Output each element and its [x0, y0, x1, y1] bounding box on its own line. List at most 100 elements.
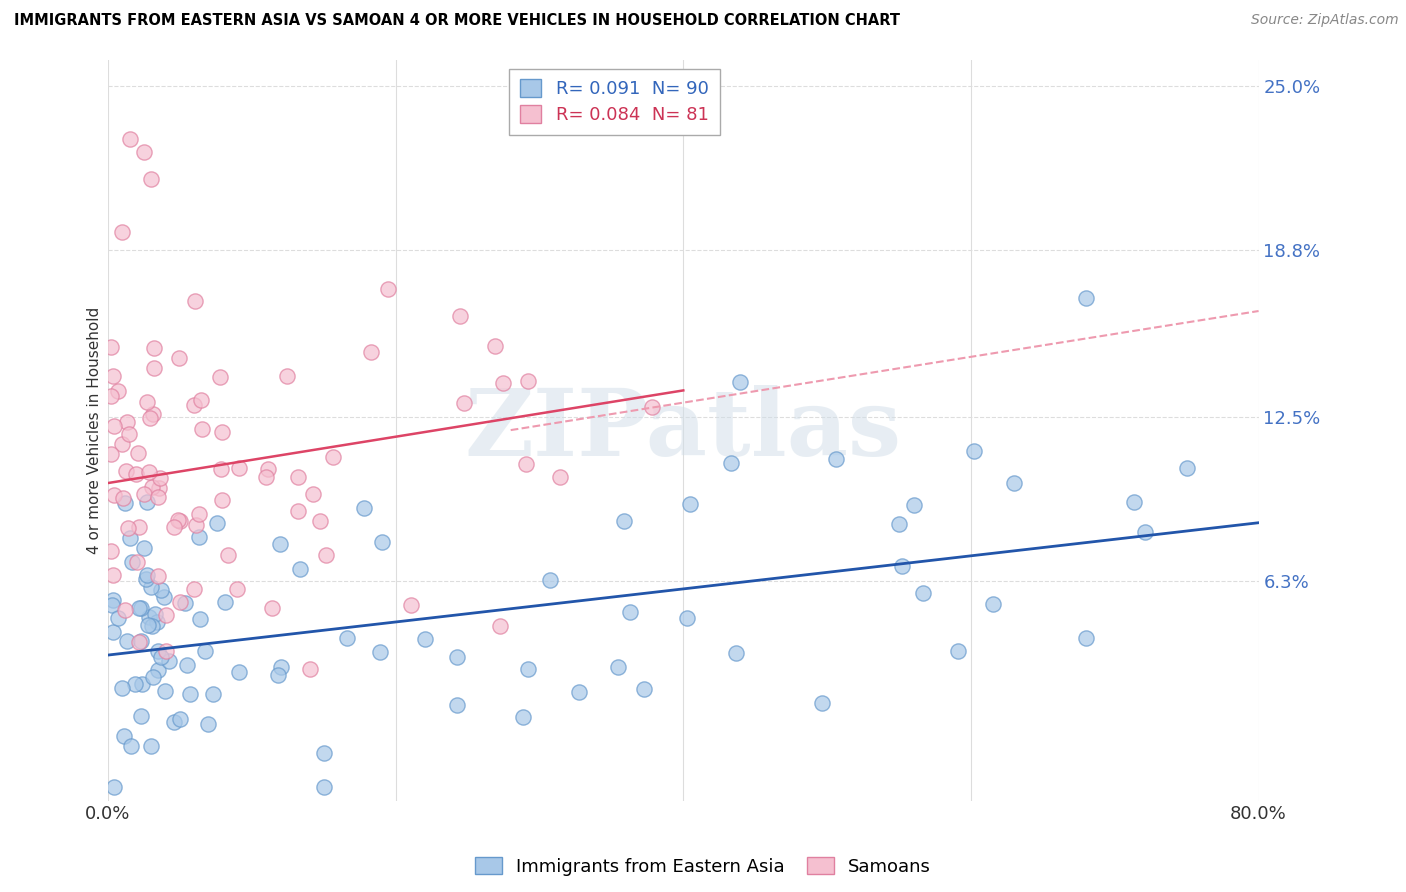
Point [981, 598, 1004, 612]
Point [377, 282, 399, 296]
Point [228, 665, 250, 680]
Point [190, 612, 212, 626]
Point [492, 376, 515, 390]
Point [100, 389, 122, 403]
Point [120, 739, 142, 753]
Point [187, 507, 209, 521]
Point [131, 677, 153, 691]
Point [825, 451, 848, 466]
Y-axis label: 4 or more Vehicles in Household: 4 or more Vehicles in Household [87, 307, 103, 554]
Point [139, 171, 162, 186]
Point [728, 375, 751, 389]
Point [111, 437, 134, 451]
Point [315, 548, 337, 562]
Point [132, 541, 155, 555]
Point [155, 644, 177, 658]
Point [127, 445, 149, 459]
Point [633, 681, 655, 696]
Point [100, 340, 122, 354]
Point [138, 609, 160, 624]
Point [515, 458, 537, 472]
Point [142, 361, 165, 376]
Point [188, 530, 211, 544]
Point [946, 644, 969, 658]
Point [312, 780, 335, 795]
Point [190, 392, 212, 407]
Point [226, 582, 249, 597]
Point [179, 687, 201, 701]
Point [191, 422, 214, 436]
Point [446, 698, 468, 713]
Point [619, 605, 641, 619]
Point [131, 601, 153, 615]
Point [449, 309, 471, 323]
Point [260, 600, 283, 615]
Point [640, 401, 662, 415]
Point [176, 657, 198, 672]
Point [103, 487, 125, 501]
Legend: Immigrants from Eastern Asia, Samoans: Immigrants from Eastern Asia, Samoans [468, 850, 938, 883]
Point [963, 443, 986, 458]
Point [679, 497, 702, 511]
Point [146, 663, 169, 677]
Point [115, 633, 138, 648]
Point [103, 419, 125, 434]
Point [101, 598, 124, 612]
Point [446, 650, 468, 665]
Point [155, 608, 177, 623]
Point [314, 746, 336, 760]
Point [128, 635, 150, 649]
Point [135, 572, 157, 586]
Point [309, 514, 332, 528]
Point [132, 145, 155, 160]
Point [118, 426, 141, 441]
Point [512, 710, 534, 724]
Point [484, 339, 506, 353]
Point [141, 480, 163, 494]
Point [1074, 291, 1097, 305]
Point [120, 532, 142, 546]
Point [360, 344, 382, 359]
Point [163, 519, 186, 533]
Point [724, 646, 747, 660]
Point [101, 624, 124, 639]
Point [112, 491, 135, 505]
Point [100, 544, 122, 558]
Point [138, 411, 160, 425]
Point [115, 415, 138, 429]
Point [720, 456, 742, 470]
Point [115, 465, 138, 479]
Point [121, 555, 143, 569]
Point [568, 685, 591, 699]
Point [114, 603, 136, 617]
Point [1123, 495, 1146, 509]
Point [228, 460, 250, 475]
Point [217, 548, 239, 562]
Point [371, 535, 394, 549]
Point [368, 645, 391, 659]
Point [167, 351, 190, 365]
Point [118, 132, 141, 146]
Point [141, 739, 163, 753]
Point [148, 568, 170, 582]
Point [298, 662, 321, 676]
Point [136, 494, 159, 508]
Point [197, 717, 219, 731]
Point [157, 653, 180, 667]
Point [150, 650, 173, 665]
Point [124, 467, 146, 481]
Point [138, 465, 160, 479]
Point [150, 583, 173, 598]
Point [103, 780, 125, 795]
Point [163, 715, 186, 730]
Point [302, 487, 325, 501]
Point [538, 574, 561, 588]
Point [903, 498, 925, 512]
Point [194, 643, 217, 657]
Point [142, 670, 165, 684]
Point [114, 496, 136, 510]
Point [353, 500, 375, 515]
Point [183, 398, 205, 412]
Text: ZIPatlas: ZIPatlas [465, 385, 901, 475]
Point [214, 594, 236, 608]
